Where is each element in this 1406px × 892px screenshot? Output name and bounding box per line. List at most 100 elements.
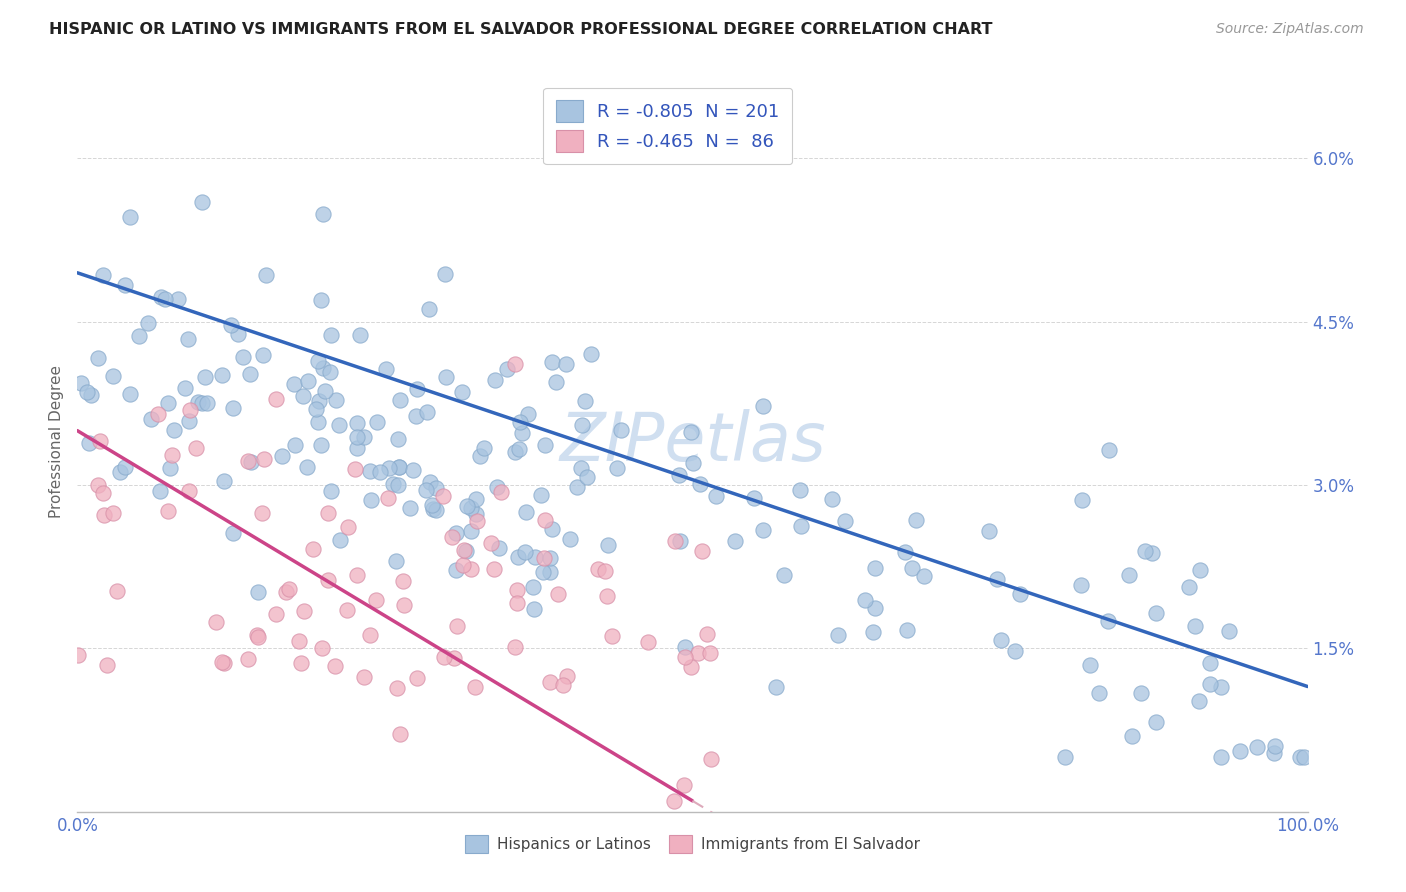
Point	[105, 583, 128, 598]
Point	[377, 491, 399, 506]
Point	[555, 669, 578, 683]
Point	[441, 530, 464, 544]
Point	[274, 585, 297, 599]
Point	[290, 656, 312, 670]
Point	[893, 545, 915, 559]
Point	[246, 628, 269, 642]
Point	[311, 641, 333, 656]
Point	[1177, 580, 1199, 594]
Point	[538, 565, 561, 579]
Point	[515, 544, 537, 558]
Point	[503, 444, 526, 458]
Point	[153, 292, 176, 306]
Point	[865, 600, 887, 615]
Point	[252, 452, 274, 467]
Point	[146, 407, 169, 421]
Point	[1098, 443, 1121, 458]
Point	[896, 623, 918, 637]
Point	[704, 489, 727, 503]
Point	[314, 384, 336, 399]
Point	[96, 658, 118, 673]
Point	[308, 394, 330, 409]
Point	[460, 562, 482, 576]
Point	[136, 316, 159, 330]
Point	[359, 628, 381, 642]
Point	[309, 437, 332, 451]
Point	[699, 646, 721, 660]
Point	[212, 656, 235, 670]
Point	[451, 558, 474, 572]
Point	[1054, 750, 1077, 764]
Point	[270, 449, 292, 463]
Point	[588, 562, 610, 576]
Point	[1209, 680, 1232, 694]
Point	[187, 394, 209, 409]
Point	[472, 441, 495, 455]
Point	[522, 580, 544, 594]
Point	[284, 438, 307, 452]
Point	[742, 491, 765, 505]
Point	[297, 375, 319, 389]
Point	[240, 455, 263, 469]
Point	[252, 348, 274, 362]
Point	[128, 329, 150, 343]
Point	[765, 680, 787, 694]
Point	[305, 401, 328, 416]
Point	[664, 533, 686, 548]
Point	[419, 475, 441, 489]
Point	[503, 640, 526, 655]
Point	[79, 436, 101, 450]
Point	[141, 412, 163, 426]
Point	[226, 327, 249, 342]
Point	[1188, 694, 1211, 708]
Point	[977, 524, 1000, 538]
Point	[460, 500, 482, 515]
Point	[506, 549, 529, 564]
Point	[1294, 750, 1316, 764]
Point	[723, 534, 745, 549]
Point	[531, 565, 554, 579]
Point	[1140, 546, 1163, 560]
Point	[581, 347, 603, 361]
Point	[460, 524, 482, 538]
Point	[149, 484, 172, 499]
Point	[509, 415, 531, 429]
Point	[323, 659, 346, 673]
Point	[89, 434, 111, 449]
Point	[387, 681, 409, 695]
Point	[432, 649, 454, 664]
Point	[1004, 644, 1026, 658]
Point	[197, 396, 219, 410]
Point	[91, 268, 114, 283]
Point	[353, 430, 375, 444]
Point	[505, 596, 527, 610]
Point	[264, 392, 287, 407]
Point	[1087, 686, 1109, 700]
Point	[571, 417, 593, 432]
Point	[346, 417, 368, 431]
Point	[392, 574, 415, 588]
Point	[159, 460, 181, 475]
Point	[538, 675, 561, 690]
Point	[479, 536, 502, 550]
Point	[405, 671, 427, 685]
Point	[596, 590, 619, 604]
Point	[821, 492, 844, 507]
Point	[425, 481, 447, 495]
Point	[465, 491, 488, 506]
Point	[422, 502, 444, 516]
Point	[1199, 657, 1222, 671]
Point	[190, 395, 212, 409]
Point	[307, 354, 329, 368]
Point	[392, 598, 415, 612]
Point	[346, 430, 368, 444]
Point	[425, 502, 447, 516]
Point	[388, 460, 411, 475]
Point	[606, 461, 628, 475]
Point	[325, 392, 347, 407]
Point	[349, 328, 371, 343]
Point	[672, 778, 695, 792]
Point	[1229, 744, 1251, 758]
Point	[679, 660, 702, 674]
Point	[232, 350, 254, 364]
